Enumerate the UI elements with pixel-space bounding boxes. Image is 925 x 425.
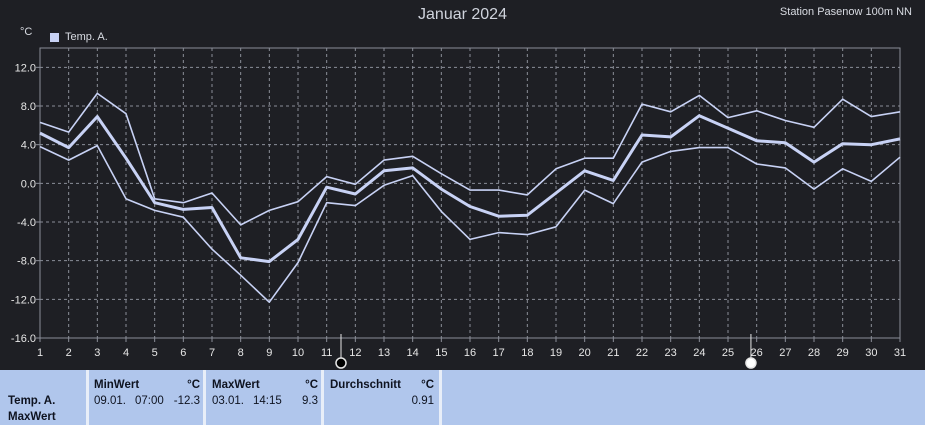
y-axis-unit: °C	[20, 26, 33, 38]
x-tick-label: 19	[550, 347, 562, 359]
y-tick-label: -12.0	[11, 294, 36, 306]
x-tick-label: 27	[779, 347, 791, 359]
legend-label: Temp. A.	[65, 31, 108, 43]
x-tick-label: 8	[238, 347, 244, 359]
min-unit: °C	[187, 379, 200, 391]
marker-layer	[335, 334, 757, 369]
x-tick-label: 1	[37, 347, 43, 359]
range-marker-handle	[745, 357, 757, 369]
min-value: -12.3	[173, 395, 200, 407]
legend-swatch	[50, 32, 59, 42]
x-tick-label: 6	[180, 347, 186, 359]
x-tick-label: 12	[349, 347, 361, 359]
x-tick-label: 21	[607, 347, 619, 359]
temperature-chart: 12.08.04.00.0-4.0-8.0-12.0-16.01 2 3 4 5 6 7 8 9…	[11, 47, 906, 369]
avg-value: 0.91	[411, 395, 434, 407]
series-layer	[39, 92, 901, 304]
max-label: MaxWert	[212, 379, 260, 391]
stats-row-label-cell: Temp. A. MaxWert	[8, 370, 88, 425]
x-tick-label: 24	[693, 347, 705, 359]
series-line-avg	[39, 114, 901, 264]
stats-separator	[203, 370, 206, 425]
x-tick-label: 30	[865, 347, 877, 359]
x-tick-label: 15	[435, 347, 447, 359]
min-time: 07:00	[135, 395, 164, 407]
x-tick-label: 25	[722, 347, 734, 359]
x-tick-label: 2	[66, 347, 72, 359]
min-date: 09.01.	[94, 395, 126, 407]
chart-title: Januar 2024	[418, 6, 507, 23]
max-time: 14:15	[253, 395, 282, 407]
stats-separator	[321, 370, 324, 425]
legend: Temp. A.	[50, 31, 108, 43]
stats-separator	[86, 370, 89, 425]
y-tick-label: 12.0	[15, 62, 36, 74]
x-tick-label: 10	[292, 347, 304, 359]
x-tick-label: 18	[521, 347, 533, 359]
x-tick-label: 22	[636, 347, 648, 359]
avg-cell: Durchschnitt °C 0.91	[330, 370, 434, 425]
series-line-min	[39, 144, 901, 304]
station-label: Station Pasenow 100m NN	[779, 6, 912, 18]
stats-panel: Temp. A. MaxWert MinWert °C 09.01. 07:00…	[0, 370, 925, 425]
x-tick-label: 31	[894, 347, 906, 359]
x-tick-label: 13	[378, 347, 390, 359]
avg-label: Durchschnitt	[330, 379, 401, 391]
x-tick-label: 11	[321, 347, 332, 359]
x-tick-label: 14	[407, 347, 419, 359]
x-tick-label: 29	[837, 347, 849, 359]
min-label: MinWert	[94, 379, 140, 391]
y-tick-label: 4.0	[21, 140, 36, 152]
x-tick-label: 28	[808, 347, 820, 359]
series-line-max	[39, 92, 901, 226]
avg-unit: °C	[421, 379, 434, 391]
range-marker-handle	[335, 357, 347, 369]
y-tick-label: -8.0	[17, 256, 36, 268]
y-tick-label: -16.0	[11, 333, 36, 345]
x-tick-label: 5	[152, 347, 158, 359]
x-tick-label: 20	[579, 347, 591, 359]
max-cell: MaxWert °C 03.01. 14:15 9.3	[212, 370, 318, 425]
x-tick-label: 26	[751, 347, 763, 359]
x-tick-label: 9	[266, 347, 272, 359]
x-tick-label: 16	[464, 347, 476, 359]
stats-row-sublabel: MaxWert	[8, 411, 56, 423]
x-tick-label: 17	[493, 347, 505, 359]
stats-row-label: Temp. A.	[8, 395, 56, 407]
x-tick-label: 7	[209, 347, 215, 359]
min-cell: MinWert °C 09.01. 07:00 -12.3	[94, 370, 200, 425]
max-date: 03.01.	[212, 395, 244, 407]
max-unit: °C	[305, 379, 318, 391]
x-tick-label: 4	[123, 347, 129, 359]
y-tick-label: -4.0	[17, 217, 36, 229]
x-tick-label: 23	[665, 347, 677, 359]
max-value: 9.3	[302, 395, 318, 407]
y-tick-label: 0.0	[21, 178, 36, 190]
axis-layer: 12.08.04.00.0-4.0-8.0-12.0-16.01 2 3 4 5 6 7 8 9…	[11, 62, 906, 359]
stats-separator	[439, 370, 442, 425]
grid-layer	[39, 47, 901, 339]
y-tick-label: 8.0	[21, 101, 36, 113]
x-tick-label: 3	[94, 347, 100, 359]
